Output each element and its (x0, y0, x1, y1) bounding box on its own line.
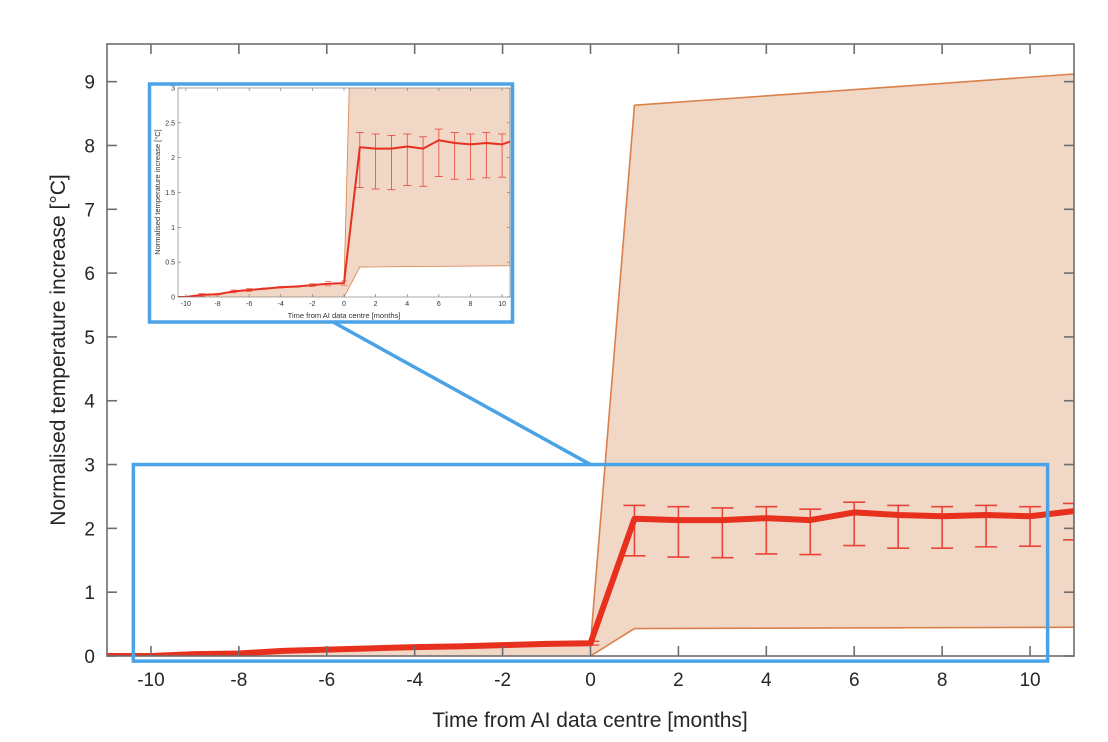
inset-axes: -10 -8 -6 -4 -2 0 2 4 6 8 10 0 0.5 1 1.5 2 2.5 3 (165, 86, 511, 308)
y-tick-label: 2 (84, 519, 95, 540)
x-tick-label: -4 (278, 301, 284, 308)
x-tick-label: -4 (406, 670, 423, 691)
x-tick-label: -10 (137, 670, 164, 691)
y-tick-label: 1.5 (165, 190, 175, 197)
y-tick-label: 0.5 (165, 260, 175, 267)
x-tick-label: -6 (318, 670, 335, 691)
band-lower-edge (590, 626, 1074, 656)
x-tick-label: -8 (214, 301, 220, 308)
band-fill (178, 88, 510, 297)
x-tick-label: -2 (494, 670, 511, 691)
x-tick-label: 4 (761, 670, 772, 691)
y-tick-label: 5 (84, 328, 95, 349)
y-axis-title: Normalised temperature increase [°C] (47, 174, 70, 526)
inset-chart: -10 -8 -6 -4 -2 0 2 4 6 8 10 0 0.5 1 1.5 2 2.5 3 Time fro… (147, 82, 515, 324)
mean-line-path (107, 508, 1074, 656)
y-tick-label: 1 (171, 225, 175, 232)
y-tick-label: 6 (84, 264, 95, 285)
zoom-highlight (131, 320, 1050, 663)
x-tick-label: 4 (405, 301, 409, 308)
inset-x-axis-title: Time from AI data centre [months] (288, 311, 401, 320)
y-tick-label: 2.5 (165, 120, 175, 127)
y-tick-label: 9 (84, 73, 95, 94)
x-tick-label: 10 (1019, 670, 1040, 691)
band-lower-edge (343, 265, 510, 297)
mean-line-path (178, 139, 510, 297)
y-tick-label: 0 (84, 647, 95, 668)
x-tick-label: 0 (342, 301, 346, 308)
x-tick-label: -10 (181, 301, 191, 308)
x-tick-label: 8 (469, 301, 473, 308)
inset-border (147, 82, 515, 324)
zoom-connector-line (332, 320, 592, 467)
y-tick-label: 3 (171, 86, 175, 93)
band-fill (107, 73, 1074, 656)
y-tick-label: 0 (171, 295, 175, 302)
x-axis-title: Time from AI data centre [months] (432, 709, 748, 732)
x-tick-label: -6 (246, 301, 252, 308)
y-tick-label: 3 (84, 456, 95, 477)
y-tick-label: 8 (84, 136, 95, 157)
x-tick-label: -2 (309, 301, 315, 308)
x-tick-label: 2 (374, 301, 378, 308)
x-tick-label: 0 (585, 670, 596, 691)
x-tick-label: -8 (230, 670, 247, 691)
y-tick-label: 2 (171, 155, 175, 162)
x-tick-label: 8 (937, 670, 948, 691)
y-tick-label: 7 (84, 200, 95, 221)
y-tick-label: 1 (84, 583, 95, 604)
x-tick-label: 10 (498, 301, 506, 308)
inset-plot-area (178, 88, 510, 297)
x-tick-label: 6 (437, 301, 441, 308)
x-tick-label: 2 (673, 670, 684, 691)
inset-y-axis-title: Normalised temperature increase [°C] (153, 129, 162, 255)
x-tick-label: 6 (849, 670, 860, 691)
y-tick-label: 4 (84, 392, 95, 413)
